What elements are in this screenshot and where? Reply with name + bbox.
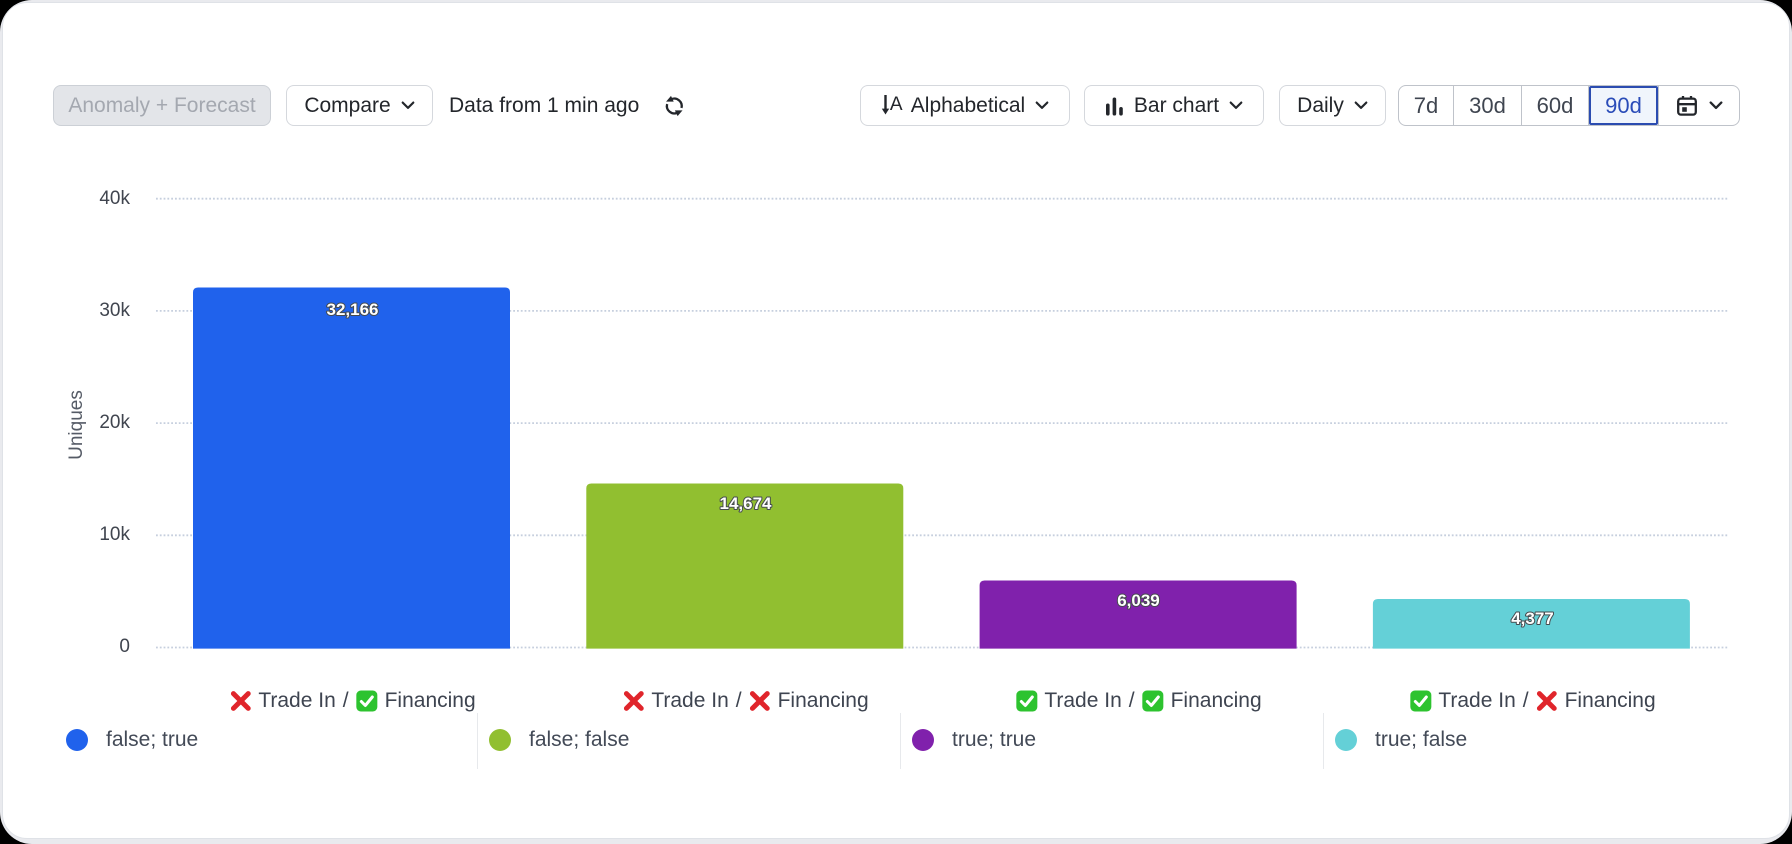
svg-text:A: A (890, 94, 903, 115)
svg-text:14,674: 14,674 (720, 494, 773, 513)
svg-text:32,166: 32,166 (327, 300, 379, 319)
svg-text:6,039: 6,039 (1117, 591, 1160, 610)
svg-text:4,377: 4,377 (1511, 609, 1554, 628)
